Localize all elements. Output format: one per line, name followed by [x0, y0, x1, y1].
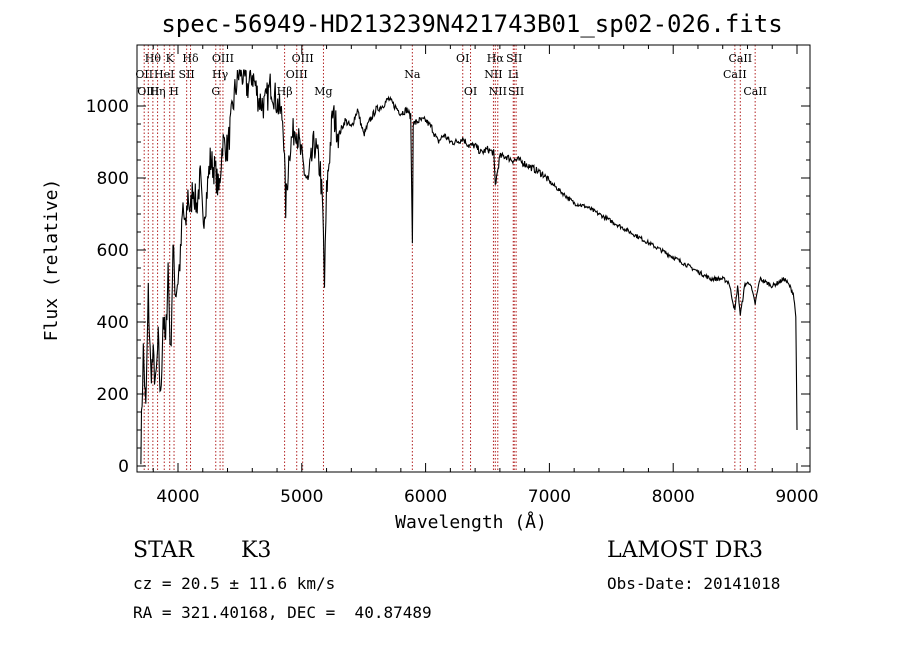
spectral-line-markers: [143, 45, 756, 472]
x-tick-label: 4000: [156, 487, 199, 507]
spectral-line-label: Hδ: [182, 52, 199, 65]
spectral-line-label: H: [169, 85, 179, 98]
spectral-line-label: SII: [506, 52, 522, 65]
x-axis: 4000 5000 6000 7000 8000 9000: [152, 45, 819, 507]
spectral-line-label: SII: [508, 85, 524, 98]
spectral-line-label: CaII: [728, 52, 752, 65]
spectral-line-label: CaII: [723, 68, 747, 81]
spectral-line-label: Hβ: [277, 85, 293, 98]
obs-date-text: Obs-Date: 20141018: [607, 574, 781, 593]
y-tick-label: 600: [97, 241, 129, 261]
coordinates-text: RA = 321.40168, DEC = 40.87489: [133, 603, 432, 622]
y-tick-label: 400: [97, 313, 129, 333]
spectral-line-label: G: [211, 85, 220, 98]
plot-frame: [136, 44, 811, 473]
spectral-line-label: NII: [489, 85, 507, 98]
spectrum-line: [140, 69, 798, 465]
subclass-label: K3: [241, 538, 272, 563]
spectral-line-label: Hα: [487, 52, 505, 65]
spectral-line-label: OIII: [286, 68, 308, 81]
spectral-line-label: OII: [135, 68, 153, 81]
spectral-line-label: OIII: [137, 85, 159, 98]
x-tick-label: 8000: [652, 487, 695, 507]
spectral-line-label: Hθ: [145, 52, 162, 65]
spectral-line-label: NII: [484, 68, 502, 81]
spectral-line-label: SII: [179, 68, 195, 81]
spectral-line-label: OI: [456, 52, 469, 65]
spectral-line-label: OIII: [212, 52, 234, 65]
x-tick-label: 5000: [280, 487, 323, 507]
spectral-line-label: Hγ: [212, 68, 229, 81]
spectral-line-label: Mg: [314, 85, 332, 98]
y-tick-label: 200: [97, 385, 129, 405]
redshift-text: cz = 20.5 ± 11.6 km/s: [133, 574, 336, 593]
spectral-line-label: Na: [404, 68, 421, 81]
spectral-line-label: Hη: [149, 85, 165, 98]
x-tick-label: 9000: [775, 487, 818, 507]
y-axis-label: Flux (relative): [41, 179, 62, 342]
y-tick-label: 1000: [86, 97, 129, 117]
x-tick-label: 6000: [404, 487, 447, 507]
x-tick-label: 7000: [528, 487, 571, 507]
survey-label: LAMOST DR3: [607, 538, 763, 563]
chart-title: spec-56949-HD213239N421743B01_sp02-026.f…: [161, 10, 782, 38]
spectral-line-label: K: [166, 52, 175, 65]
y-axis: 0 200 400 600 800 1000: [86, 87, 810, 477]
y-tick-label: 800: [97, 169, 129, 189]
spectral-line-label: Li: [508, 68, 519, 81]
spectral-line-label: HeI: [154, 68, 174, 81]
y-tick-label: 0: [118, 457, 129, 477]
spectral-line-label: OI: [464, 85, 477, 98]
x-axis-label: Wavelength (Å): [395, 511, 547, 533]
spectral-line-label: OIII: [292, 52, 314, 65]
class-label: STAR: [133, 538, 194, 563]
spectral-line-label: CaII: [743, 85, 767, 98]
